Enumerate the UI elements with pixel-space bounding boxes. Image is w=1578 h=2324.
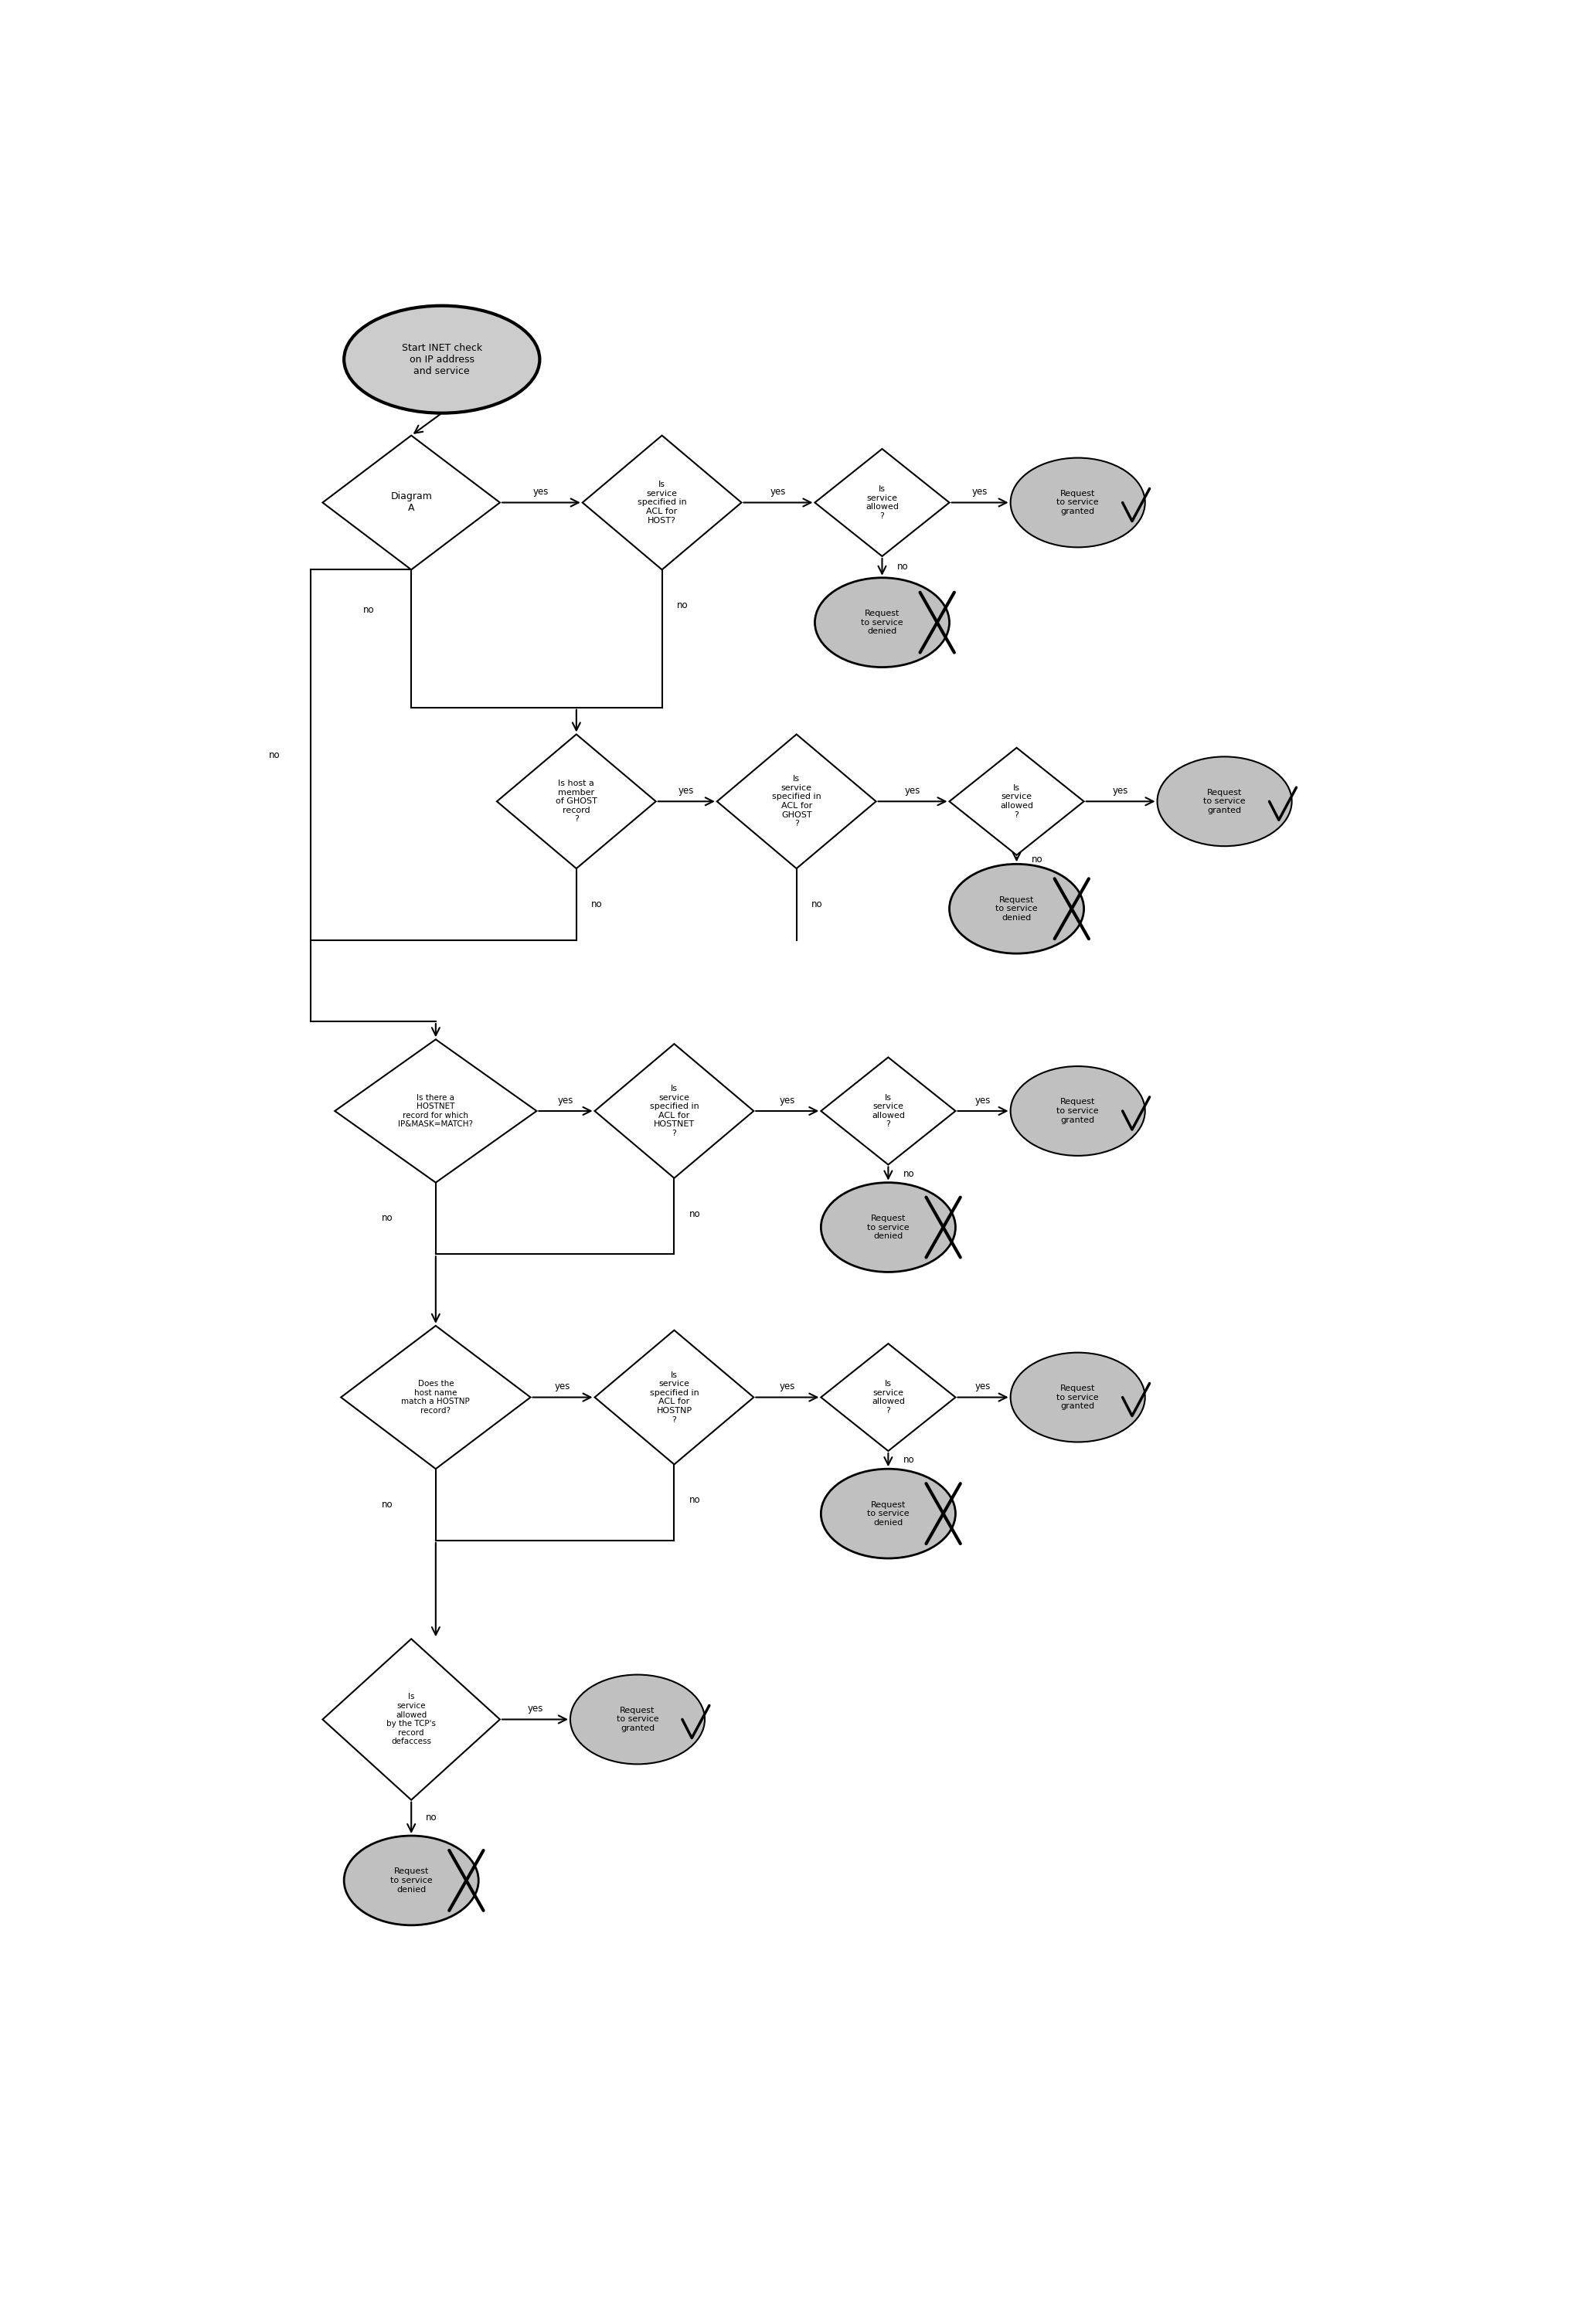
Polygon shape — [497, 734, 656, 869]
Text: Is there a
HOSTNET
record for which
IP&MASK=MATCH?: Is there a HOSTNET record for which IP&M… — [398, 1095, 473, 1127]
Polygon shape — [322, 435, 500, 569]
Ellipse shape — [570, 1676, 705, 1764]
Text: Request
to service
granted: Request to service granted — [1204, 788, 1245, 813]
Text: yes: yes — [975, 1380, 991, 1392]
Text: no: no — [592, 899, 603, 909]
Text: Is
service
allowed
by the TCP's
record
defaccess: Is service allowed by the TCP's record d… — [387, 1694, 436, 1745]
Text: yes: yes — [1112, 786, 1128, 795]
Text: no: no — [811, 899, 822, 909]
Text: Request
to service
denied: Request to service denied — [996, 897, 1038, 923]
Text: yes: yes — [679, 786, 694, 795]
Text: Request
to service
granted: Request to service granted — [1057, 490, 1098, 516]
Text: Is host a
member
of GHOST
record
?: Is host a member of GHOST record ? — [555, 779, 596, 823]
Ellipse shape — [1010, 1353, 1146, 1441]
Text: Request
to service
denied: Request to service denied — [866, 1215, 909, 1241]
Text: Is
service
specified in
ACL for
GHOST
?: Is service specified in ACL for GHOST ? — [772, 776, 821, 827]
Ellipse shape — [1157, 758, 1292, 846]
Polygon shape — [595, 1329, 754, 1464]
Text: Start INET check
on IP address
and service: Start INET check on IP address and servi… — [402, 344, 481, 376]
Text: Is
service
allowed
?: Is service allowed ? — [871, 1380, 904, 1415]
Text: Request
to service
denied: Request to service denied — [866, 1501, 909, 1527]
Text: Diagram
A: Diagram A — [390, 493, 432, 514]
Ellipse shape — [821, 1469, 955, 1559]
Text: no: no — [690, 1208, 701, 1218]
Text: no: no — [690, 1494, 701, 1506]
Text: no: no — [382, 1213, 393, 1222]
Text: yes: yes — [555, 1380, 571, 1392]
Text: no: no — [1032, 855, 1043, 865]
Text: Request
to service
granted: Request to service granted — [1057, 1099, 1098, 1125]
Polygon shape — [335, 1039, 537, 1183]
Polygon shape — [814, 449, 950, 555]
Polygon shape — [582, 435, 742, 569]
Text: Is
service
allowed
?: Is service allowed ? — [1000, 783, 1034, 818]
Text: yes: yes — [780, 1380, 795, 1392]
Text: Does the
host name
match a HOSTNP
record?: Does the host name match a HOSTNP record… — [401, 1380, 470, 1415]
Text: Request
to service
granted: Request to service granted — [1057, 1385, 1098, 1411]
Polygon shape — [716, 734, 876, 869]
Text: Is
service
specified in
ACL for
HOSTNP
?: Is service specified in ACL for HOSTNP ? — [650, 1371, 699, 1425]
Text: no: no — [426, 1813, 437, 1822]
Text: no: no — [903, 1169, 914, 1178]
Ellipse shape — [1010, 1067, 1146, 1155]
Text: yes: yes — [780, 1095, 795, 1106]
Text: no: no — [677, 600, 688, 611]
Text: Is
service
allowed
?: Is service allowed ? — [871, 1095, 904, 1127]
Polygon shape — [595, 1043, 754, 1178]
Ellipse shape — [344, 307, 540, 414]
Ellipse shape — [821, 1183, 955, 1271]
Text: yes: yes — [904, 786, 920, 795]
Text: no: no — [382, 1499, 393, 1511]
Text: yes: yes — [557, 1095, 573, 1106]
Ellipse shape — [1010, 458, 1146, 548]
Polygon shape — [341, 1325, 530, 1469]
Text: no: no — [896, 562, 907, 572]
Text: yes: yes — [533, 486, 549, 497]
Text: no: no — [268, 751, 279, 760]
Polygon shape — [821, 1057, 956, 1164]
Text: Is
service
specified in
ACL for
HOST?: Is service specified in ACL for HOST? — [638, 481, 686, 525]
Polygon shape — [950, 748, 1084, 855]
Text: Request
to service
denied: Request to service denied — [862, 609, 903, 634]
Text: Is
service
allowed
?: Is service allowed ? — [865, 486, 899, 521]
Ellipse shape — [814, 579, 950, 667]
Text: no: no — [903, 1455, 914, 1464]
Text: yes: yes — [975, 1095, 991, 1106]
Text: Request
to service
denied: Request to service denied — [390, 1868, 432, 1894]
Text: yes: yes — [972, 486, 988, 497]
Polygon shape — [322, 1638, 500, 1799]
Text: yes: yes — [770, 486, 786, 497]
Ellipse shape — [344, 1836, 478, 1924]
Text: Is
service
specified in
ACL for
HOSTNET
?: Is service specified in ACL for HOSTNET … — [650, 1085, 699, 1136]
Text: yes: yes — [527, 1703, 543, 1713]
Text: no: no — [363, 604, 374, 616]
Polygon shape — [821, 1343, 956, 1450]
Ellipse shape — [950, 865, 1084, 953]
Text: Request
to service
granted: Request to service granted — [617, 1706, 658, 1731]
